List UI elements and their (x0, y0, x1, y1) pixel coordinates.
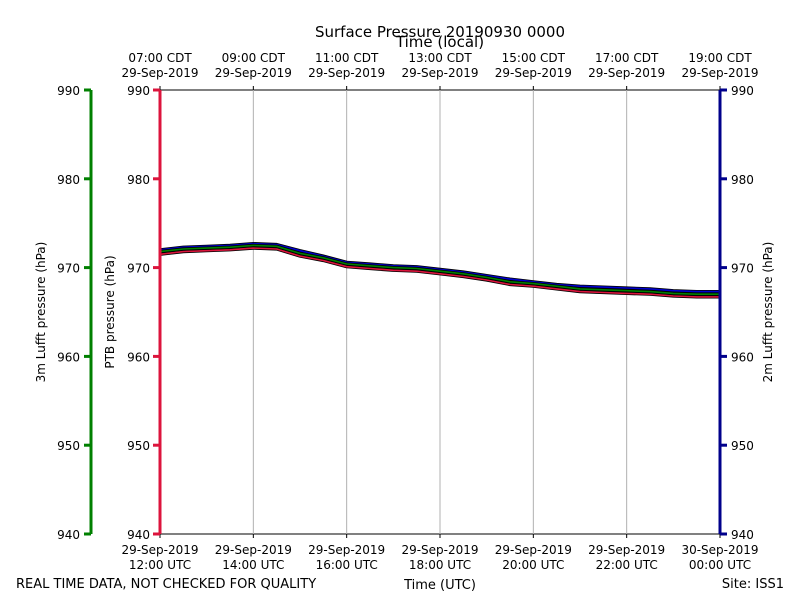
x-axis-label: Time (UTC) (403, 578, 476, 593)
series-line (159, 242, 720, 293)
x-tick-date: 29-Sep-2019 (401, 543, 478, 557)
x-tick-time: 12:00 UTC (129, 558, 191, 572)
top-axis-label: Time (local) (395, 33, 484, 51)
top-tick-date: 29-Sep-2019 (588, 66, 665, 80)
right-tick-label: 950 (731, 439, 754, 453)
top-tick-time: 19:00 CDT (688, 51, 752, 65)
outer-left-axis-label: 3m Lufft pressure (hPa) (34, 242, 48, 383)
x-tick-time: 22:00 UTC (596, 558, 658, 572)
inner-left-tick-label: 940 (127, 528, 150, 542)
x-tick-time: 00:00 UTC (689, 558, 751, 572)
top-tick-time: 13:00 CDT (408, 51, 472, 65)
outer-left-tick-label: 990 (57, 84, 80, 98)
x-tick-time: 16:00 UTC (316, 558, 378, 572)
right-tick-label: 990 (731, 84, 754, 98)
inner-left-tick-label: 990 (127, 84, 150, 98)
x-tick-date: 29-Sep-2019 (308, 543, 385, 557)
site-label: Site: ISS1 (722, 577, 784, 592)
x-tick-date: 29-Sep-2019 (215, 543, 292, 557)
x-tick-time: 20:00 UTC (502, 558, 564, 572)
top-tick-date: 29-Sep-2019 (215, 66, 292, 80)
x-tick-time: 18:00 UTC (409, 558, 471, 572)
top-tick-time: 17:00 CDT (595, 51, 659, 65)
inner-left-tick-label: 980 (127, 173, 150, 187)
top-tick-date: 29-Sep-2019 (681, 66, 758, 80)
outer-left-tick-label: 960 (57, 350, 80, 364)
top-tick-date: 29-Sep-2019 (308, 66, 385, 80)
outer-left-tick-label: 970 (57, 262, 80, 276)
outer-left-tick-label: 980 (57, 173, 80, 187)
top-tick-date: 29-Sep-2019 (401, 66, 478, 80)
series-line (159, 244, 720, 296)
right-axis-label: 2m Lufft pressure (hPa) (761, 242, 775, 383)
x-tick-date: 29-Sep-2019 (495, 543, 572, 557)
inner-left-tick-label: 950 (127, 439, 150, 453)
top-tick-time: 07:00 CDT (128, 51, 192, 65)
right-tick-label: 970 (731, 262, 754, 276)
x-tick-date: 29-Sep-2019 (121, 543, 198, 557)
right-tick-label: 960 (731, 350, 754, 364)
right-tick-label: 980 (731, 173, 754, 187)
top-tick-date: 29-Sep-2019 (121, 66, 198, 80)
inner-left-tick-label: 970 (127, 262, 150, 276)
grid-lines (252, 90, 628, 534)
x-tick-time: 14:00 UTC (222, 558, 284, 572)
top-tick-time: 11:00 CDT (315, 51, 379, 65)
quality-note: REAL TIME DATA, NOT CHECKED FOR QUALITY (16, 577, 316, 592)
x-tick-date: 29-Sep-2019 (588, 543, 665, 557)
right-tick-label: 940 (731, 528, 754, 542)
inner-left-tick-label: 960 (127, 350, 150, 364)
chart-title: Surface Pressure 20190930 0000 (315, 23, 565, 41)
inner-left-axis-label: PTB pressure (hPa) (103, 255, 117, 368)
series-line (159, 247, 720, 298)
outer-left-tick-label: 940 (57, 528, 80, 542)
top-tick-time: 15:00 CDT (502, 51, 566, 65)
outer-left-tick-label: 950 (57, 439, 80, 453)
x-tick-date: 30-Sep-2019 (681, 543, 758, 557)
top-tick-time: 09:00 CDT (222, 51, 286, 65)
series-lines (159, 242, 720, 299)
top-tick-date: 29-Sep-2019 (495, 66, 572, 80)
